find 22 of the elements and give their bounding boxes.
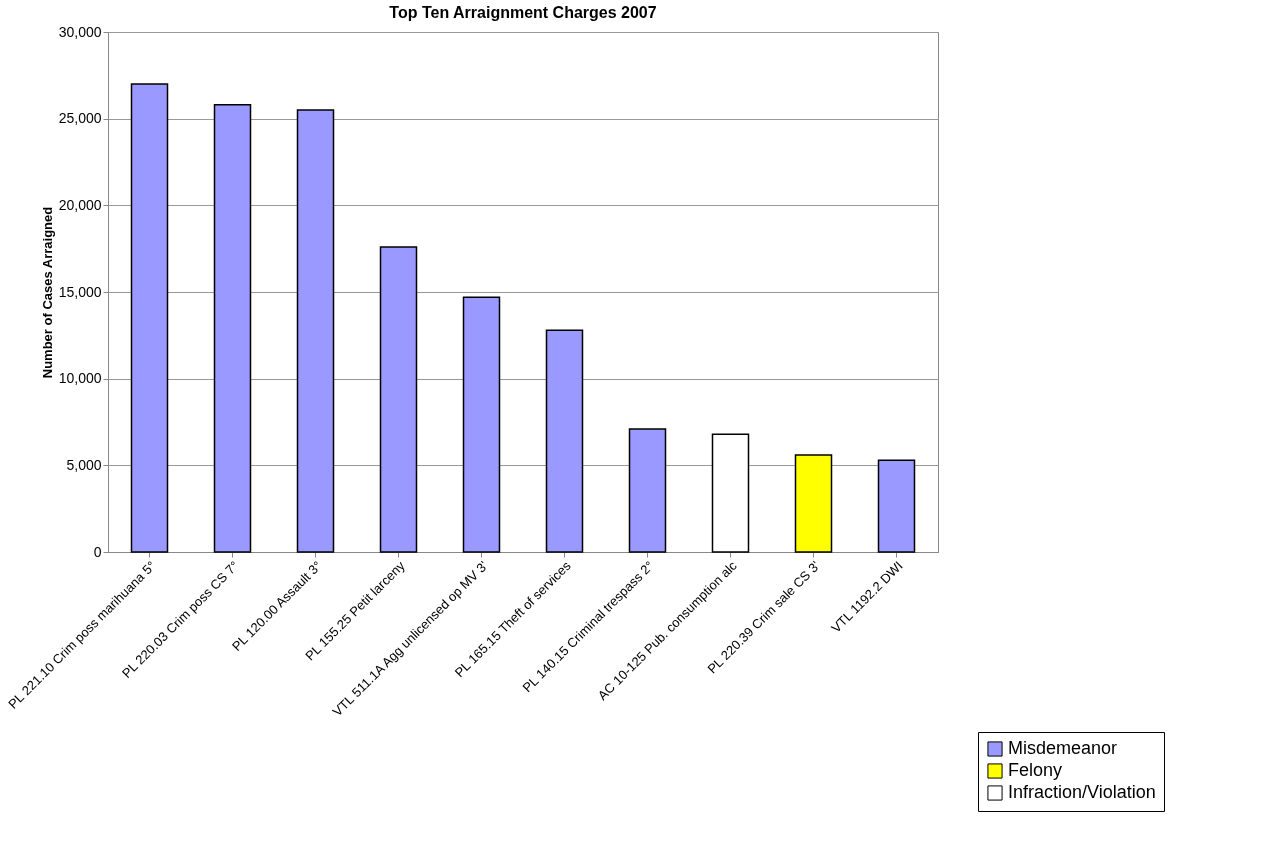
y-tick-label: 25,000 (58, 110, 102, 127)
bar (545, 329, 584, 553)
legend-label: Infraction/Violation (1008, 782, 1156, 802)
bar (462, 296, 501, 553)
bar (379, 246, 418, 553)
y-tick-label: 15,000 (58, 283, 102, 300)
y-tick-label: 0 (93, 543, 102, 560)
bar (794, 454, 833, 553)
y-tick-label: 10,000 (58, 370, 102, 387)
bar (877, 459, 916, 553)
bar (711, 433, 750, 553)
legend-label: Felony (1008, 760, 1063, 780)
bar (296, 109, 335, 553)
y-axis-title: Number of Cases Arraigned (39, 206, 55, 379)
bar (130, 83, 169, 553)
y-tick-label: 20,000 (58, 196, 102, 213)
bar (628, 428, 667, 553)
y-tick-label: 30,000 (58, 23, 102, 40)
y-tick-label: 5,000 (66, 456, 102, 473)
chart-title: Top Ten Arraignment Charges 2007 (389, 4, 657, 21)
legend-label: Misdemeanor (1008, 738, 1118, 758)
bar (213, 104, 252, 553)
